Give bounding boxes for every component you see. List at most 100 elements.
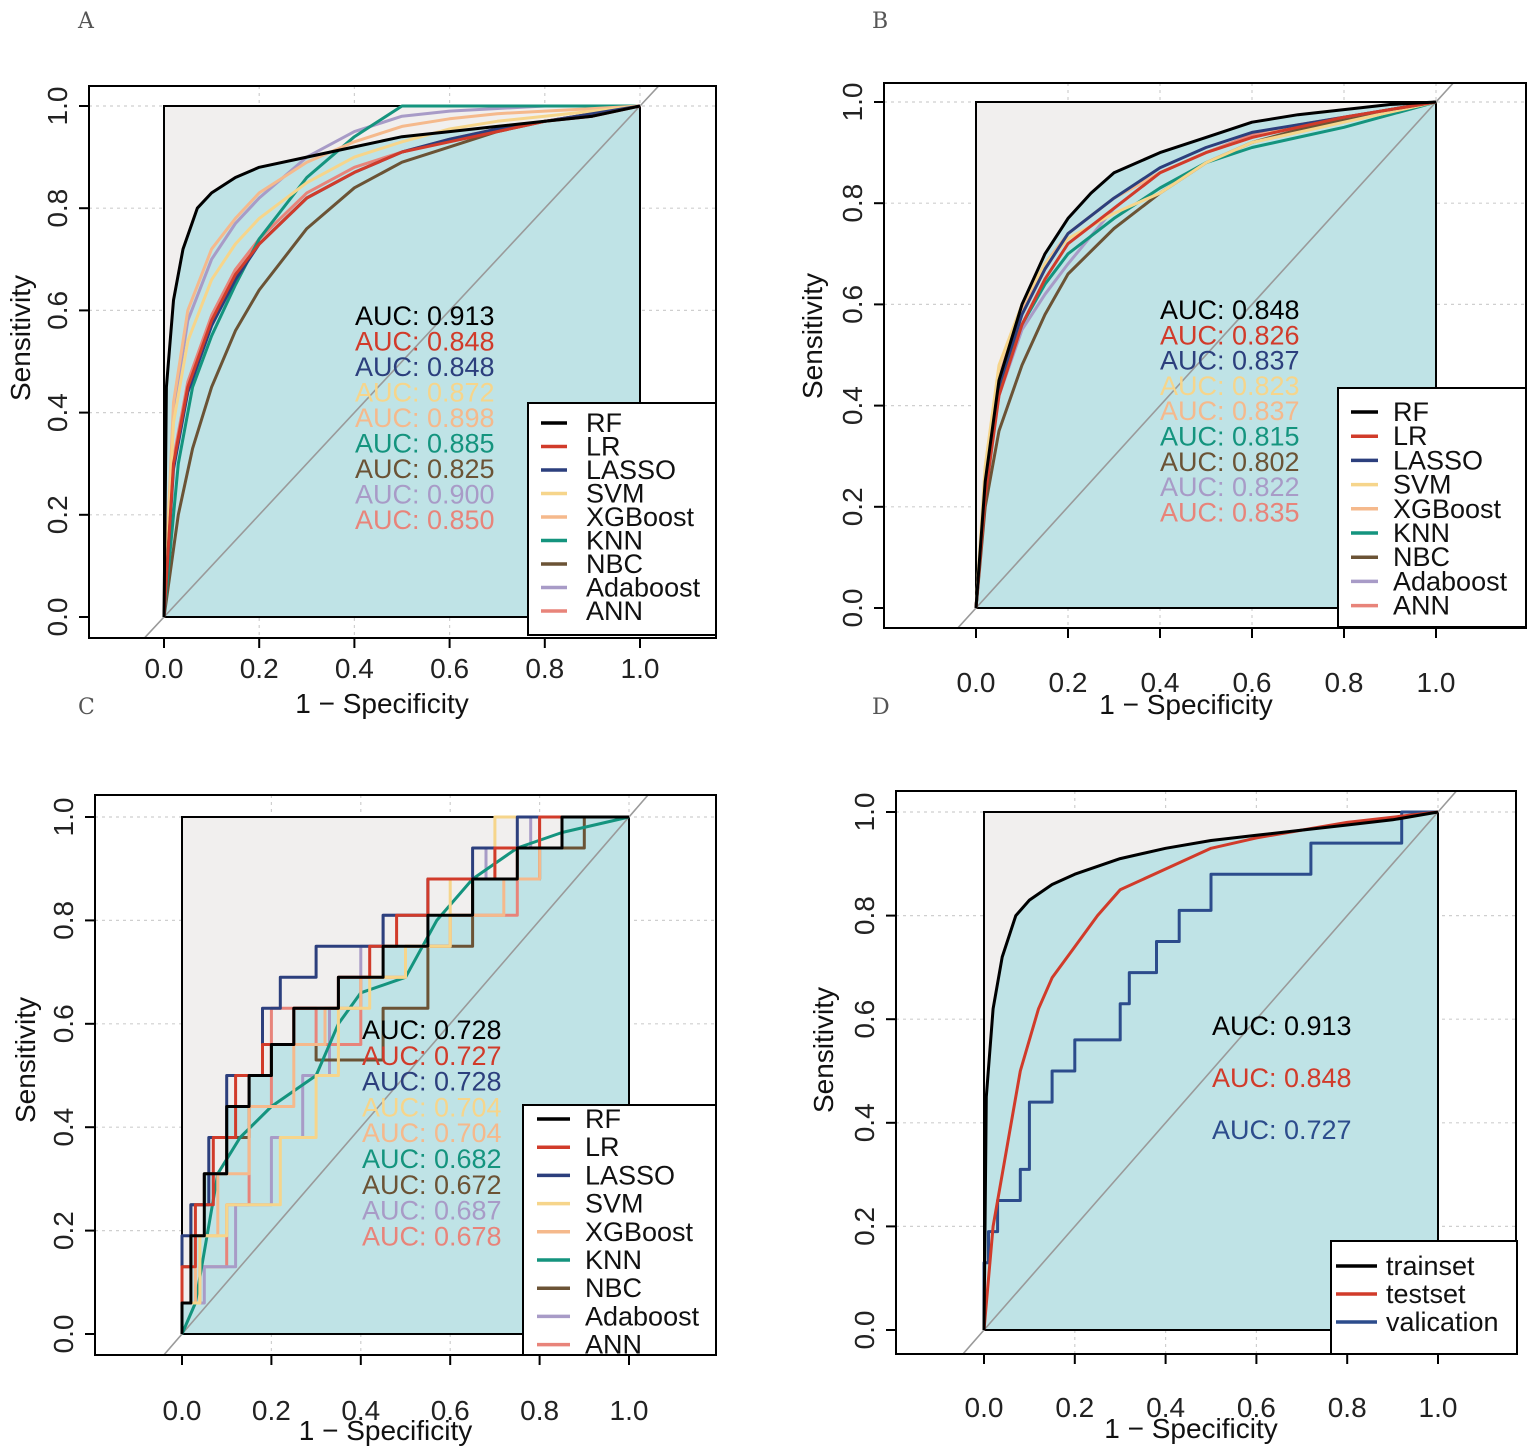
auc-label-knn: AUC: 0.682 bbox=[362, 1144, 502, 1174]
legend-label-lr: LR bbox=[1393, 421, 1428, 451]
x-tick-label: 1.0 bbox=[1417, 667, 1456, 698]
legend-box bbox=[1330, 1240, 1518, 1355]
y-tick-label: 0.0 bbox=[849, 1311, 880, 1350]
y-tick-label: 1.0 bbox=[48, 798, 79, 837]
x-tick-label: 0.6 bbox=[430, 653, 469, 684]
auc-label-svm: AUC: 0.823 bbox=[1160, 371, 1300, 401]
auc-label-trainset: AUC: 0.913 bbox=[1212, 1011, 1352, 1041]
auc-label-svm: AUC: 0.704 bbox=[362, 1092, 502, 1122]
roc-curve-valication bbox=[982, 810, 1438, 1330]
x-axis-title: 1 − Specificity bbox=[1104, 1413, 1278, 1444]
legend-label-xgboost: XGBoost bbox=[585, 1217, 694, 1247]
auc-label-ann: AUC: 0.678 bbox=[362, 1221, 502, 1251]
x-tick-label: 0.4 bbox=[335, 653, 374, 684]
x-tick-label: 0.8 bbox=[1328, 1392, 1367, 1423]
y-tick-label: 0.6 bbox=[42, 291, 73, 330]
y-tick-label: 0.2 bbox=[837, 487, 868, 526]
y-tick-label: 0.6 bbox=[837, 285, 868, 324]
roc-curve-svm bbox=[162, 104, 641, 618]
y-axis-title: Sensitivity bbox=[10, 997, 41, 1123]
x-axis-title: 1 − Specificity bbox=[1099, 689, 1273, 720]
legend-label-rf: RF bbox=[585, 1104, 621, 1134]
roc-curve-nbc bbox=[974, 100, 1437, 609]
legend-label-valication: valication bbox=[1386, 1307, 1499, 1337]
x-tick-label: 0.4 bbox=[1141, 667, 1180, 698]
x-tick-label: 0.8 bbox=[1325, 667, 1364, 698]
y-tick-label: 0.8 bbox=[849, 896, 880, 935]
panel-d: D 0.0 0.2 0.4 0.6 0.8 1.0 0.0 0.2 0.4 0.6 0.8 1.0 1 −… bbox=[808, 695, 1518, 1444]
y-tick-label: 0.4 bbox=[48, 1108, 79, 1147]
panel-letter: C bbox=[78, 695, 95, 720]
x-tick-label: 0.2 bbox=[1049, 667, 1088, 698]
roc-unit-square-border bbox=[975, 101, 1437, 609]
y-tick-label: 0.4 bbox=[42, 393, 73, 432]
legend-label-svm: SVM bbox=[586, 479, 645, 509]
legend-label-adaboost: Adaboost bbox=[585, 1301, 700, 1331]
legend-label-trainset: trainset bbox=[1386, 1251, 1475, 1281]
auc-label-adaboost: AUC: 0.687 bbox=[362, 1196, 502, 1226]
roc-curve-knn bbox=[162, 104, 640, 618]
auc-label-nbc: AUC: 0.672 bbox=[362, 1170, 502, 1200]
auc-label-rf: AUC: 0.728 bbox=[362, 1015, 502, 1045]
y-tick-label: 0.8 bbox=[48, 901, 79, 940]
x-tick-label: 0.2 bbox=[1055, 1392, 1094, 1423]
y-tick-label: 1.0 bbox=[849, 793, 880, 832]
roc-curve-svm bbox=[974, 100, 1437, 609]
y-axis-title: Sensitivity bbox=[797, 273, 828, 399]
x-tick-label: 0.6 bbox=[431, 1395, 470, 1426]
y-tick-label: 0.2 bbox=[42, 495, 73, 534]
auc-label-knn: AUC: 0.885 bbox=[355, 429, 495, 459]
legend-label-xgboost: XGBoost bbox=[1393, 494, 1502, 524]
x-tick-label: 0.0 bbox=[163, 1395, 202, 1426]
x-tick-label: 0.8 bbox=[520, 1395, 559, 1426]
x-tick-label: 0.6 bbox=[1233, 667, 1272, 698]
y-tick-label: 0.2 bbox=[48, 1211, 79, 1250]
y-tick-label: 0.8 bbox=[837, 184, 868, 223]
roc-curves bbox=[162, 104, 641, 618]
legend-label-lr: LR bbox=[586, 432, 621, 462]
diagonal-reference-line bbox=[143, 86, 660, 638]
auc-label-nbc: AUC: 0.802 bbox=[1160, 447, 1300, 477]
y-tick-label: 0.6 bbox=[48, 1004, 79, 1043]
auc-label-ann: AUC: 0.835 bbox=[1160, 497, 1300, 527]
auc-label-lasso: AUC: 0.728 bbox=[362, 1067, 502, 1097]
x-tick-label: 0.0 bbox=[145, 653, 184, 684]
auc-label-lr: AUC: 0.826 bbox=[1160, 320, 1300, 350]
y-tick-label: 0.0 bbox=[48, 1315, 79, 1354]
legend-label-lasso: LASSO bbox=[585, 1160, 675, 1190]
x-tick-label: 0.0 bbox=[957, 667, 996, 698]
panel-c: C 0.0 0.2 0.4 0.6 0.8 1.0 0.0 0.2 0.4 0.6 0.8 1.0 1 −… bbox=[10, 695, 717, 1446]
legend-label-xgboost: XGBoost bbox=[586, 502, 695, 532]
x-axis-title: 1 − Specificity bbox=[299, 1415, 473, 1446]
y-tick-label: 1.0 bbox=[837, 83, 868, 122]
auc-label-adaboost: AUC: 0.900 bbox=[355, 480, 495, 510]
x-tick-label: 0.2 bbox=[240, 653, 279, 684]
legend-label-adaboost: Adaboost bbox=[586, 573, 701, 603]
x-tick-label: 0.6 bbox=[1237, 1392, 1276, 1423]
roc-curve-trainset bbox=[982, 810, 1439, 1331]
legend-label-rf: RF bbox=[586, 408, 622, 438]
legend-label-nbc: NBC bbox=[586, 549, 643, 579]
roc-curve-svm bbox=[180, 815, 629, 1334]
roc-unit-square-border bbox=[181, 816, 630, 1335]
roc-curve-lr bbox=[974, 100, 1437, 609]
auc-label-xgboost: AUC: 0.837 bbox=[1160, 396, 1300, 426]
roc-curves bbox=[974, 100, 1437, 609]
x-tick-label: 0.4 bbox=[341, 1395, 380, 1426]
auc-label-xgboost: AUC: 0.898 bbox=[355, 403, 495, 433]
x-tick-label: 0.4 bbox=[1146, 1392, 1185, 1423]
panel-letter: B bbox=[872, 9, 888, 34]
y-tick-label: 0.4 bbox=[837, 386, 868, 425]
auc-label-adaboost: AUC: 0.822 bbox=[1160, 472, 1300, 502]
y-tick-label: 0.0 bbox=[42, 598, 73, 637]
panel-letter: A bbox=[77, 9, 95, 34]
y-tick-label: 1.0 bbox=[42, 87, 73, 126]
legend-label-nbc: NBC bbox=[1393, 542, 1450, 572]
roc-unit-square-border bbox=[983, 811, 1439, 1331]
x-tick-label: 0.8 bbox=[525, 653, 564, 684]
legend-label-lr: LR bbox=[585, 1132, 620, 1162]
auc-label-ann: AUC: 0.850 bbox=[355, 505, 495, 535]
legend-label-lasso: LASSO bbox=[586, 455, 676, 485]
y-tick-label: 0.6 bbox=[849, 1000, 880, 1039]
legend-label-knn: KNN bbox=[586, 526, 643, 556]
